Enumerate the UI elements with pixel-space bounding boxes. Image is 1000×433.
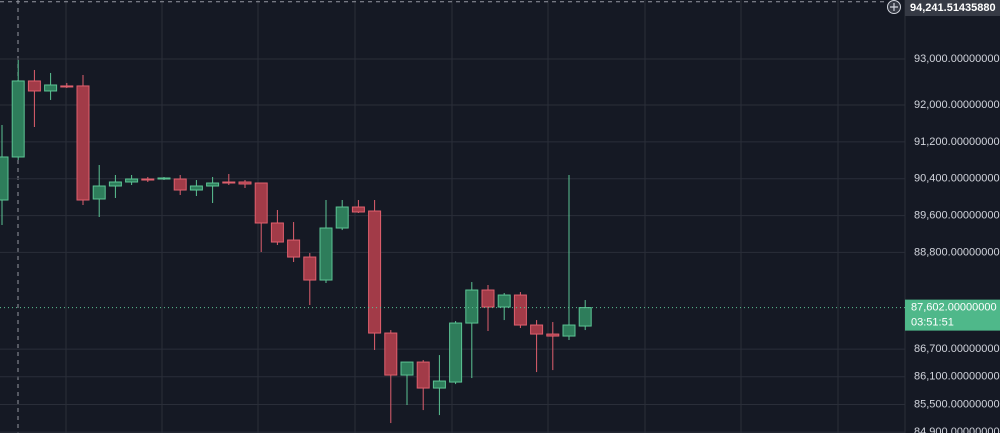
candle-body <box>335 206 349 229</box>
crosshair-price-box <box>905 0 1000 16</box>
candle-body <box>384 332 398 376</box>
y-tick-label: 86,100.00000000 <box>914 371 1000 383</box>
plot <box>0 58 905 433</box>
candle-body <box>481 289 495 308</box>
candle-body <box>173 178 187 191</box>
candle-body <box>351 206 365 213</box>
candle-body <box>546 333 560 337</box>
y-tick-label: 85,500.00000000 <box>914 398 1000 410</box>
candle-body <box>157 177 171 180</box>
candle-body <box>141 178 155 181</box>
candle-body <box>254 182 268 224</box>
candle-body <box>432 380 446 389</box>
candle-body <box>303 256 317 281</box>
crosshair-price-label: 94,241.51435880 <box>910 2 996 14</box>
candle-body <box>76 85 90 201</box>
candle-body <box>222 181 236 184</box>
candle-body <box>238 181 252 185</box>
candle-body <box>60 85 74 88</box>
candle-body <box>108 181 122 187</box>
candle-body <box>465 289 479 324</box>
last-price-box <box>905 299 1000 331</box>
y-tick-label: 90,400.00000000 <box>914 173 1000 185</box>
candle-body <box>530 324 544 335</box>
candle-body <box>319 227 333 281</box>
candle-body <box>513 294 527 326</box>
candle-body <box>0 156 9 201</box>
candle-body <box>562 324 576 337</box>
y-tick-label: 88,800.00000000 <box>914 246 1000 258</box>
y-tick-label: 89,600.00000000 <box>914 209 1000 221</box>
candle-body <box>449 322 463 383</box>
candle-body <box>92 185 106 200</box>
candle-body <box>287 239 301 258</box>
candle-body <box>578 307 592 327</box>
candle-body <box>11 80 25 158</box>
candle-body <box>44 84 58 92</box>
y-tick-label: 84,900.00000000 <box>914 426 1000 433</box>
candle-body <box>206 182 220 187</box>
y-tick-label: 86,700.00000000 <box>914 343 1000 355</box>
time-grid <box>65 0 839 433</box>
y-tick-label: 92,000.00000000 <box>914 99 1000 111</box>
candle-body <box>27 80 41 92</box>
candle-body <box>416 361 430 389</box>
candle-body <box>125 178 139 183</box>
candle-body <box>497 294 511 308</box>
candle-body <box>368 210 382 334</box>
y-tick-label: 93,000.00000000 <box>914 53 1000 65</box>
candle-body <box>189 185 203 191</box>
countdown: 03:51:51 <box>911 317 954 329</box>
plus-icon <box>890 3 898 11</box>
candle-body <box>400 361 414 376</box>
last-price-label: 87,602.00000000 <box>911 302 997 314</box>
candle-body <box>270 222 284 243</box>
y-tick-label: 91,200.00000000 <box>914 136 1000 148</box>
